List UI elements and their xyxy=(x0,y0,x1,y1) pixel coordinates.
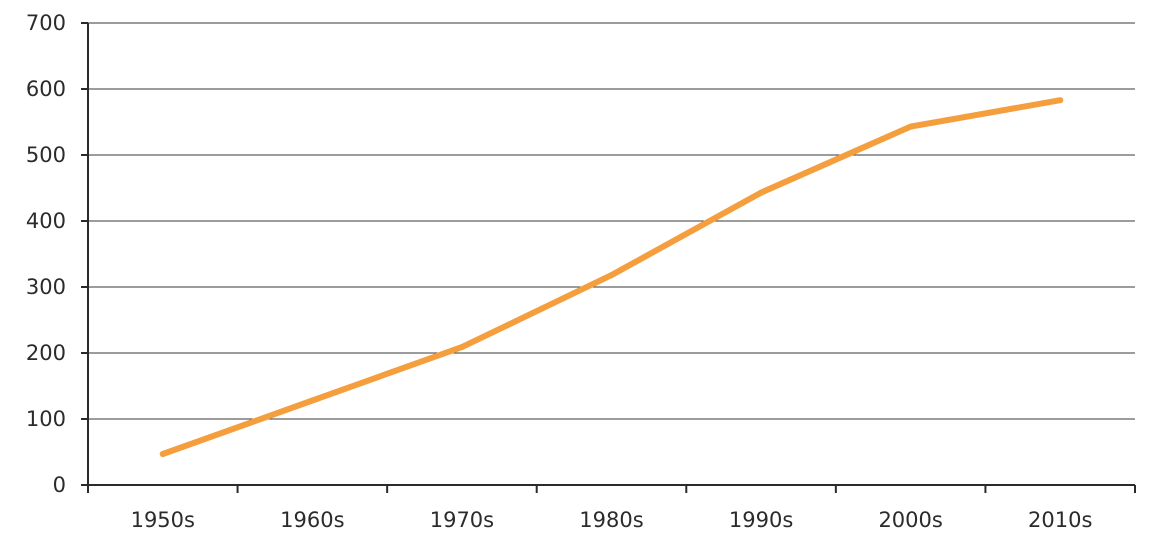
data-point xyxy=(458,344,465,351)
axes xyxy=(81,22,1136,493)
data-point xyxy=(1057,97,1064,104)
data-point xyxy=(309,397,316,404)
y-tick-label: 600 xyxy=(26,77,66,101)
x-tick-label: 2010s xyxy=(1028,508,1092,532)
y-tick-label: 500 xyxy=(26,143,66,167)
y-tick-label: 0 xyxy=(53,473,66,497)
x-tick-label: 1950s xyxy=(131,508,195,532)
y-tick-label: 300 xyxy=(26,275,66,299)
x-tick-label: 1980s xyxy=(579,508,643,532)
gridlines xyxy=(88,22,1135,420)
data-point xyxy=(758,189,765,196)
y-tick-label: 400 xyxy=(26,209,66,233)
series-lines xyxy=(159,97,1064,457)
data-point xyxy=(159,450,166,457)
y-tick-label: 700 xyxy=(26,11,66,35)
data-point xyxy=(608,272,615,279)
x-tick-label: 1990s xyxy=(729,508,793,532)
data-point xyxy=(907,123,914,130)
x-tick-label: 2000s xyxy=(878,508,942,532)
x-tick-label: 1960s xyxy=(280,508,344,532)
y-tick-label: 100 xyxy=(26,407,66,431)
y-tick-label: 200 xyxy=(26,341,66,365)
y-tick-labels: 0 100 200 300 400 500 600 700 xyxy=(26,11,66,497)
x-tick-labels: 1950s 1960s 1970s 1980s 1990s 2000s 2010s xyxy=(131,508,1093,532)
x-tick-label: 1970s xyxy=(430,508,494,532)
